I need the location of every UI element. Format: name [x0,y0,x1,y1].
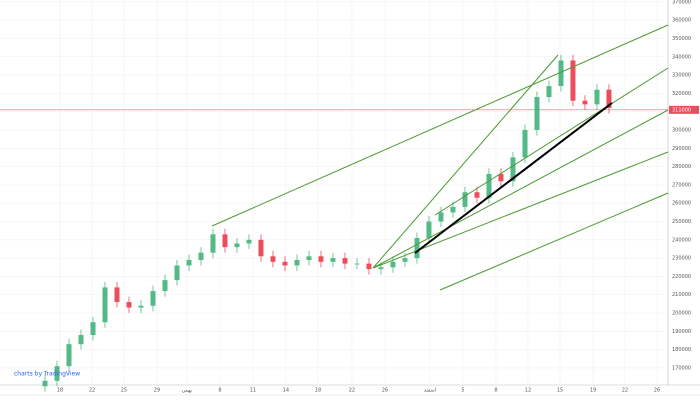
x-tick-label: 8 [494,388,497,394]
candle-body [438,212,444,222]
x-tick-label: 29 [154,388,160,394]
y-tick-label: 230000 [672,256,691,262]
candle-body [366,263,372,270]
y-tick-label: 320000 [672,91,691,97]
candle-body [354,263,360,265]
x-tick-label: اسفند [424,388,436,394]
drawings [211,24,669,291]
y-tick-label: 280000 [672,164,691,170]
y-tick-label: 350000 [672,36,691,42]
y-tick-label: 300000 [672,127,691,133]
x-tick-label: 22 [349,388,355,394]
y-tick-label: 180000 [672,347,691,353]
x-tick-label: 22 [622,388,628,394]
candle-body [582,100,588,105]
candle-body [114,287,120,303]
candle-body [402,258,408,262]
candle-body [198,252,204,260]
x-tick-label: 8 [218,388,221,394]
y-tick-label: 190000 [672,329,691,335]
candle-body [450,206,456,213]
candle-body [390,261,396,268]
candle-body [570,60,576,101]
candle-body [162,280,168,292]
x-tick-label: 5 [461,388,464,394]
candle-body [186,259,192,266]
y-tick-label: 210000 [672,292,691,298]
pitchfork-line [439,192,669,291]
candle-body [306,256,312,260]
candle-body [126,302,132,308]
candle-body [246,239,252,244]
x-tick-label: بهمن [182,388,192,394]
candle-body [498,173,504,182]
candle-body [150,291,156,306]
candle-body [282,261,288,266]
candle-body [534,97,540,130]
trend-line [414,102,613,254]
last-price-box [669,105,699,114]
y-tick-label: 360000 [672,18,691,24]
candle-body [78,335,84,345]
candle-body [90,322,96,336]
candle-body [210,234,216,253]
x-tick-label: 25 [121,388,127,394]
y-tick-label: 270000 [672,182,691,188]
candle-body [594,89,600,105]
candle-body [462,192,468,207]
y-tick-label: 330000 [672,73,691,79]
candle-body [606,89,612,109]
y-tick-label: 340000 [672,54,691,60]
x-tick-label: 26 [382,388,388,394]
candle-body [270,256,276,262]
x-tick-label: 12 [525,388,531,394]
x-tick-label: 26 [654,388,660,394]
pitchfork-line [434,67,669,216]
x-tick-label: 11 [250,388,256,394]
y-tick-label: 200000 [672,311,691,317]
y-tick-label: 220000 [672,274,691,280]
candle-body [486,173,492,198]
x-tick-label: 18 [315,388,321,394]
candle-body [102,287,108,323]
watermark: charts by TradingView [14,371,80,378]
candle-body [54,366,60,381]
candle-body [522,129,528,158]
candle-body [330,258,336,262]
y-tick-label: 290000 [672,146,691,152]
candle-body [42,380,48,387]
candle-body [294,259,300,266]
candle-body [378,267,384,270]
y-tick-label: 240000 [672,237,691,243]
candle-body [510,157,516,182]
y-tick-label: 260000 [672,201,691,207]
candle-body [66,344,72,367]
pitchfork-line [372,54,559,269]
candle-body [258,239,264,257]
x-tick-label: 18 [57,388,63,394]
candle-body [318,256,324,262]
pitchfork-line [372,109,669,269]
pitchfork-line [211,24,669,227]
candle-body [342,258,348,264]
candle-body [174,265,180,281]
candle-body [222,234,228,248]
candle-body [138,305,144,308]
y-tick-label: 370000 [672,0,691,5]
candle-body [234,243,240,248]
candle-body [426,221,432,238]
candle-body [474,192,480,198]
y-tick-label: 250000 [672,219,691,225]
x-tick-label: 15 [557,388,563,394]
candle-body [546,86,552,98]
candle-body [558,60,564,87]
candle-body [414,237,420,259]
y-tick-label: 170000 [672,365,691,371]
x-tick-label: 14 [283,388,289,394]
x-tick-label: 22 [89,388,95,394]
last-price-label: 311000 [672,107,691,113]
x-tick-label: 19 [590,388,596,394]
